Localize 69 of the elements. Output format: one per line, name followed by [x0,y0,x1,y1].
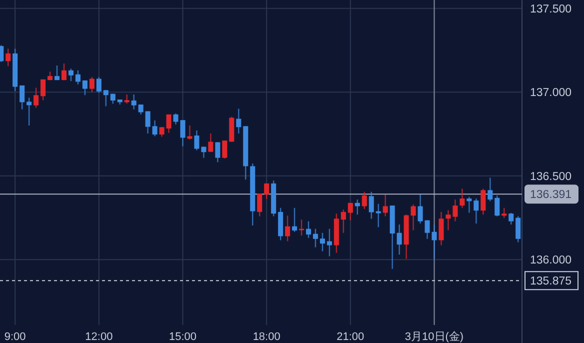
candlestick [340,208,346,234]
candlestick [418,194,423,224]
x-tick-label: 15:00 [168,331,197,343]
x-tick-label: 18:00 [252,331,280,343]
candlestick [306,220,312,238]
candlestick [362,191,367,210]
candlestick [488,177,493,202]
y-tick-label: 137.500 [530,3,572,16]
candlestick [382,194,388,217]
candlestick [82,80,88,96]
candlestick [257,192,262,217]
candlestick [312,228,318,248]
candlestick [26,97,32,126]
candlestick [480,188,486,216]
candlestick [438,211,444,246]
candlestick [131,94,136,110]
candlestick [466,196,472,214]
candlestick [152,120,158,137]
candlestick [460,188,465,208]
candlestick [75,70,80,86]
candlestick [166,114,172,134]
x-tick-label: 21:00 [336,331,364,343]
candlestick [236,108,242,134]
candlestick [368,191,374,220]
candlestick [208,132,214,153]
candlestick [348,202,353,221]
candlestick [40,78,46,101]
candlestick [89,76,94,93]
candlestick [229,116,234,142]
candlestick [494,194,500,217]
candlestick [138,104,144,116]
candlestick [194,130,200,151]
candlestick [6,48,11,67]
candlestick [502,207,507,218]
candlestick [516,216,521,243]
candlestick [354,198,360,216]
candlestick [410,204,416,231]
candlestick [285,215,290,242]
ref-line-label: 136.391 [530,189,572,202]
candlestick [508,212,514,226]
candlestick [61,62,67,81]
x-tick-label: 3月10日(金) [404,331,464,343]
candlestick [396,224,402,256]
candlestick [34,87,39,108]
candlestick [292,207,298,232]
candlestick [326,228,332,257]
candlestick [215,142,220,163]
x-tick-label: 12:00 [85,331,113,343]
candlestick [54,64,60,81]
candlestick [474,198,479,224]
candlestick [452,198,458,222]
candlestick [96,76,102,94]
y-tick-label: 136.000 [530,254,572,267]
candlestick [103,90,108,107]
candlestick [264,182,270,200]
candlestick [145,110,150,134]
candlestick [187,124,192,140]
candlestick [159,126,164,138]
candlestick [222,140,228,160]
candlestick [376,203,381,228]
y-tick-label: 136.500 [530,170,572,183]
candlestick [320,232,325,252]
candlestick [446,210,451,231]
candlestick [68,68,74,82]
y-tick-label: 137.000 [530,87,572,100]
candlestick [20,84,25,110]
x-tick-label: 9:00 [4,331,26,343]
ref-line-label: 135.875 [530,276,572,288]
candlestick [124,94,130,104]
